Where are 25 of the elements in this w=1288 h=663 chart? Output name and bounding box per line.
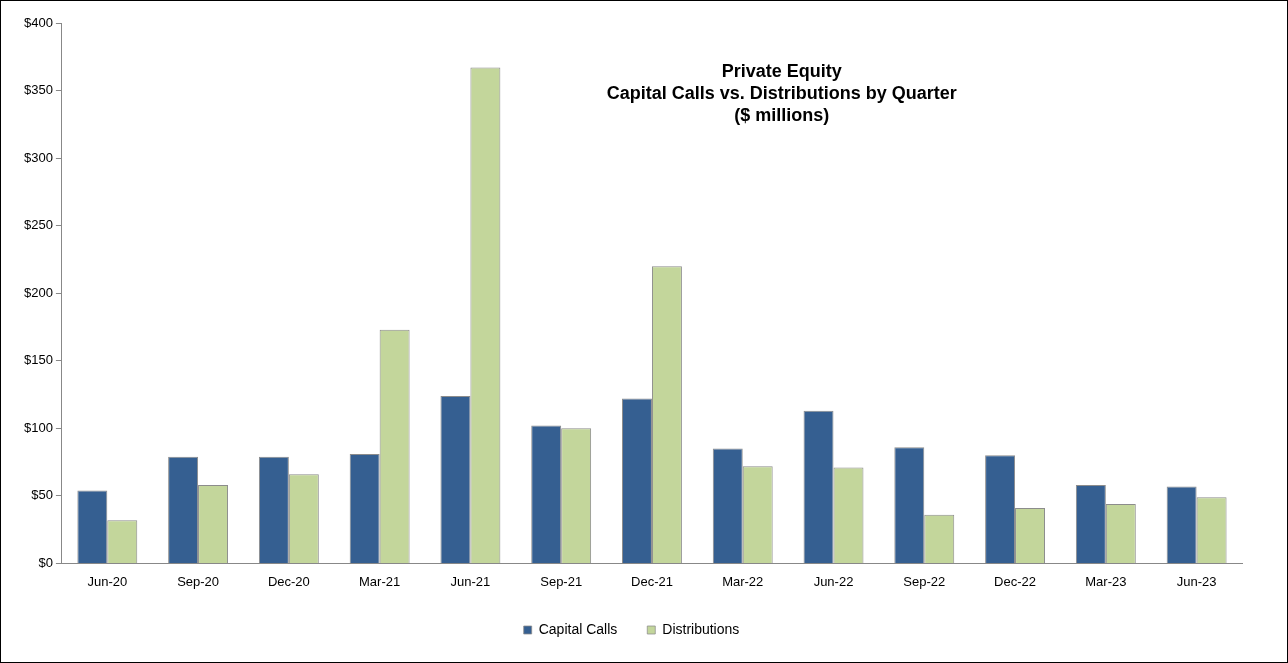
y-tick-label: $100 [24,419,53,435]
y-tick-label: $150 [24,352,53,368]
x-tick-label: Jun-20 [87,573,128,589]
x-tick-label: Dec-21 [631,573,673,589]
y-tick-label: $50 [31,487,53,503]
x-tick-label: Mar-23 [1085,573,1127,589]
x-tick-label: Jun-21 [450,573,491,589]
x-tick-label: Sep-20 [177,573,220,589]
y-tick-label: $0 [38,554,53,570]
y-tick-label: $350 [24,82,53,98]
x-tick-label: Mar-22 [722,573,764,589]
x-tick-label: Sep-22 [903,573,946,589]
x-tick-label: Dec-20 [267,573,310,589]
text: Private Equity Capital Calls vs. Distributions by Quarter ($ millions) [606,60,957,125]
legend-label: Distributions [662,620,740,637]
y-tick-label: $400 [24,14,53,30]
legend-label: Capital Calls [538,620,618,637]
x-tick-label: Sep-21 [540,573,583,589]
y-tick-label: $250 [24,217,53,233]
y-tick-label: $200 [24,284,53,300]
y-tick-label: $300 [24,149,53,165]
x-tick-label: Mar-21 [359,573,401,589]
x-tick-label: Jun-23 [1176,573,1217,589]
x-tick-label: Dec-22 [994,573,1037,589]
x-tick-label: Jun-22 [813,573,854,589]
